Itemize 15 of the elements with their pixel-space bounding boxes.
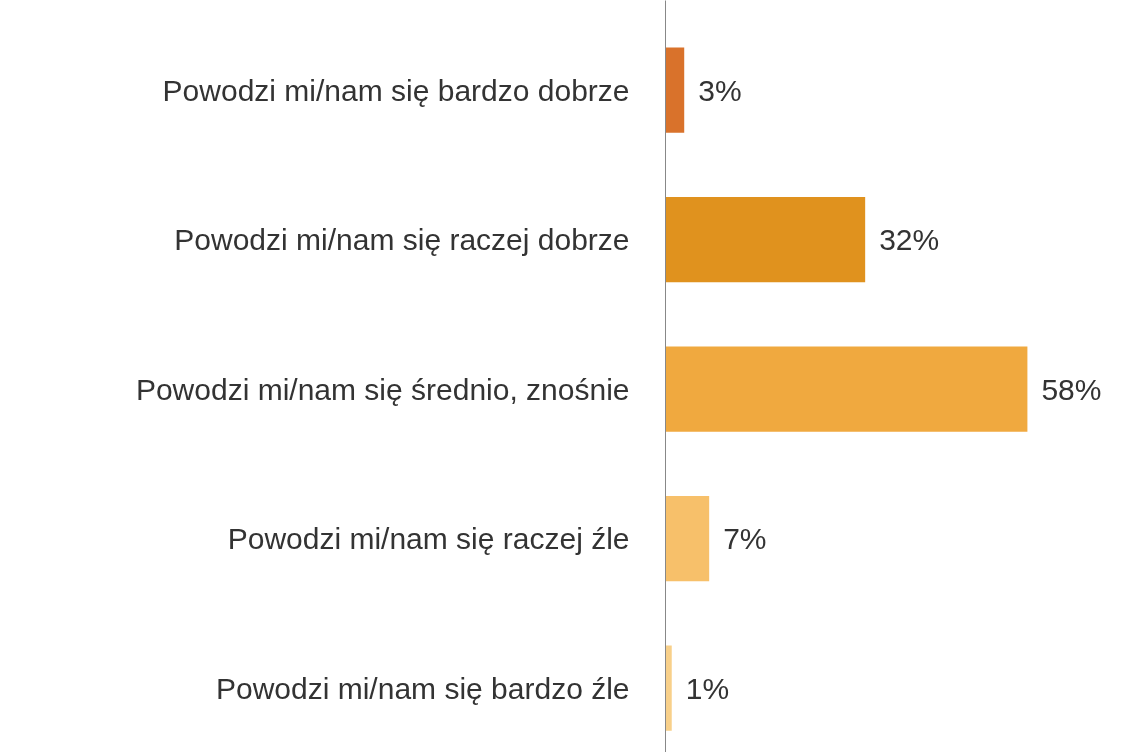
bar (665, 346, 1028, 432)
data-label: 58% (1041, 372, 1102, 406)
y-tick-label: Powodzi mi/nam się raczej źle (227, 522, 630, 556)
y-tick-label: Powodzi mi/nam się średnio, znośnie (135, 372, 630, 406)
data-label: 7% (723, 522, 767, 556)
y-tick-label: Powodzi mi/nam się raczej dobrze (174, 223, 630, 257)
bar (665, 496, 710, 582)
bar (665, 645, 672, 731)
bar (665, 197, 866, 283)
bar (665, 47, 685, 133)
data-label: 32% (879, 223, 940, 257)
y-tick-label: Powodzi mi/nam się bardzo dobrze (162, 73, 630, 107)
data-label: 3% (698, 73, 742, 107)
y-tick-label: Powodzi mi/nam się bardzo źle (215, 671, 630, 705)
data-label: 1% (685, 671, 730, 705)
